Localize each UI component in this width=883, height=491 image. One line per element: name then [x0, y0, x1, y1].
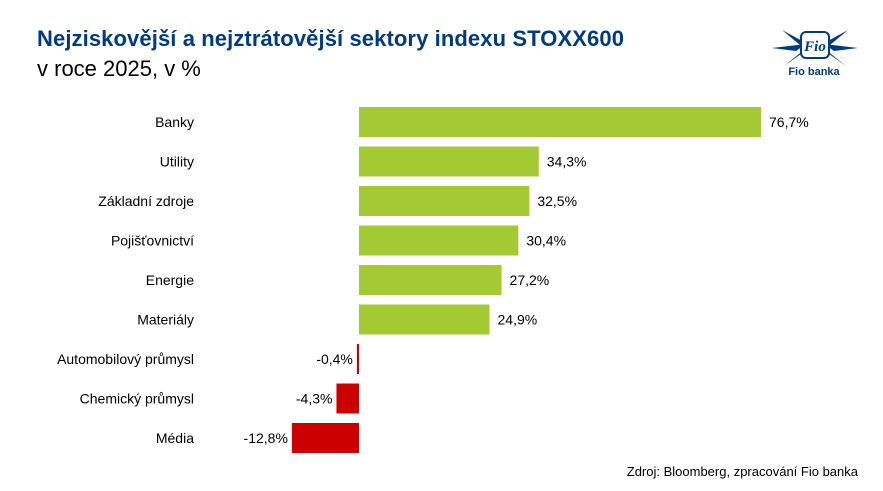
fio-logo-icon: Fio	[772, 30, 858, 66]
category-label: Pojišťovnictví	[111, 233, 194, 249]
bar-3	[359, 225, 519, 256]
bar-4	[359, 265, 502, 295]
value-label: 76,7%	[769, 114, 809, 130]
bar-5	[359, 304, 490, 335]
value-label: 30,4%	[526, 233, 566, 249]
bar-0	[359, 107, 761, 137]
value-label: 32,5%	[537, 193, 577, 209]
category-label: Média	[156, 430, 194, 446]
bar-2	[359, 186, 530, 216]
category-label: Materiály	[137, 312, 194, 328]
logo-mark-text: Fio	[803, 39, 826, 55]
category-label: Utility	[160, 154, 194, 170]
source-note: Zdroj: Bloomberg, zpracování Fio banka	[626, 464, 858, 479]
bar-6	[356, 344, 359, 374]
chart-title: Nejziskovější a nejztrátovější sektory i…	[37, 26, 625, 51]
value-label: -0,4%	[316, 351, 353, 367]
category-label: Banky	[155, 114, 194, 130]
category-label: Základní zdroje	[98, 193, 194, 209]
category-label: Automobilový průmysl	[57, 351, 194, 367]
bar-1	[359, 146, 539, 177]
category-label: Energie	[146, 272, 194, 288]
value-label: 34,3%	[547, 154, 587, 170]
chart-subtitle: v roce 2025, v %	[37, 56, 201, 81]
bar-7	[336, 383, 359, 414]
category-label: Chemický průmysl	[80, 391, 194, 407]
value-label: -12,8%	[244, 430, 288, 446]
bar-8	[291, 423, 359, 453]
value-label: 27,2%	[510, 272, 550, 288]
value-label: -4,3%	[296, 391, 333, 407]
value-label: 24,9%	[498, 312, 538, 328]
logo-caption: Fio banka	[788, 66, 840, 78]
